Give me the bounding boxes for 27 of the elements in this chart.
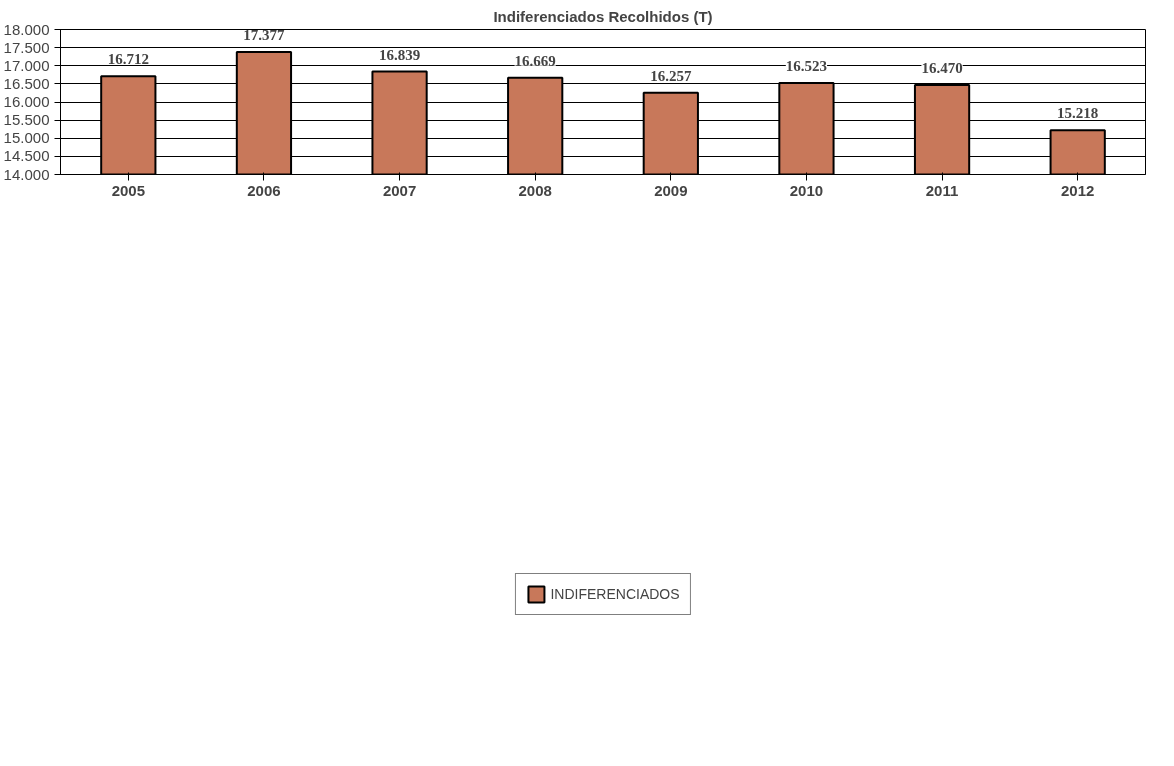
y-tick-label: 14.500 — [3, 147, 50, 165]
x-tick-label: 2011 — [925, 181, 959, 199]
y-tick-label: 16.000 — [3, 93, 50, 110]
data-label: 16.470 — [921, 59, 963, 76]
y-tick-label: 17.500 — [3, 38, 50, 56]
x-tick-label: 2009 — [654, 181, 688, 199]
x-tick-label: 2007 — [382, 181, 417, 199]
x-tick-label: 2008 — [518, 181, 552, 199]
y-tick-label: 14.000 — [3, 165, 50, 183]
y-tick-label: 17.000 — [3, 56, 50, 74]
x-tick-label: 2005 — [111, 181, 145, 199]
y-tick-label: 15.500 — [3, 111, 50, 129]
y-tick-label: 15.000 — [3, 129, 50, 147]
y-tick-label: 18.000 — [3, 20, 50, 38]
data-label: 16.523 — [785, 58, 828, 75]
y-tick-label: 16.500 — [3, 74, 50, 92]
x-tick-label: 2006 — [247, 181, 281, 199]
legend-label: INDIFERENCIADOS — [550, 586, 680, 602]
x-tick-label: 2012 — [1061, 181, 1095, 199]
x-tick-label: 2010 — [789, 181, 824, 199]
data-label: 17.377 — [243, 27, 286, 44]
data-label: 15.218 — [1057, 105, 1099, 122]
data-label: 16.257 — [650, 67, 692, 84]
data-label: 16.669 — [514, 52, 556, 69]
data-label: 16.712 — [107, 51, 149, 68]
data-label: 16.839 — [378, 46, 421, 63]
chart-title: Indiferenciados Recolhidos (T) — [493, 7, 713, 25]
